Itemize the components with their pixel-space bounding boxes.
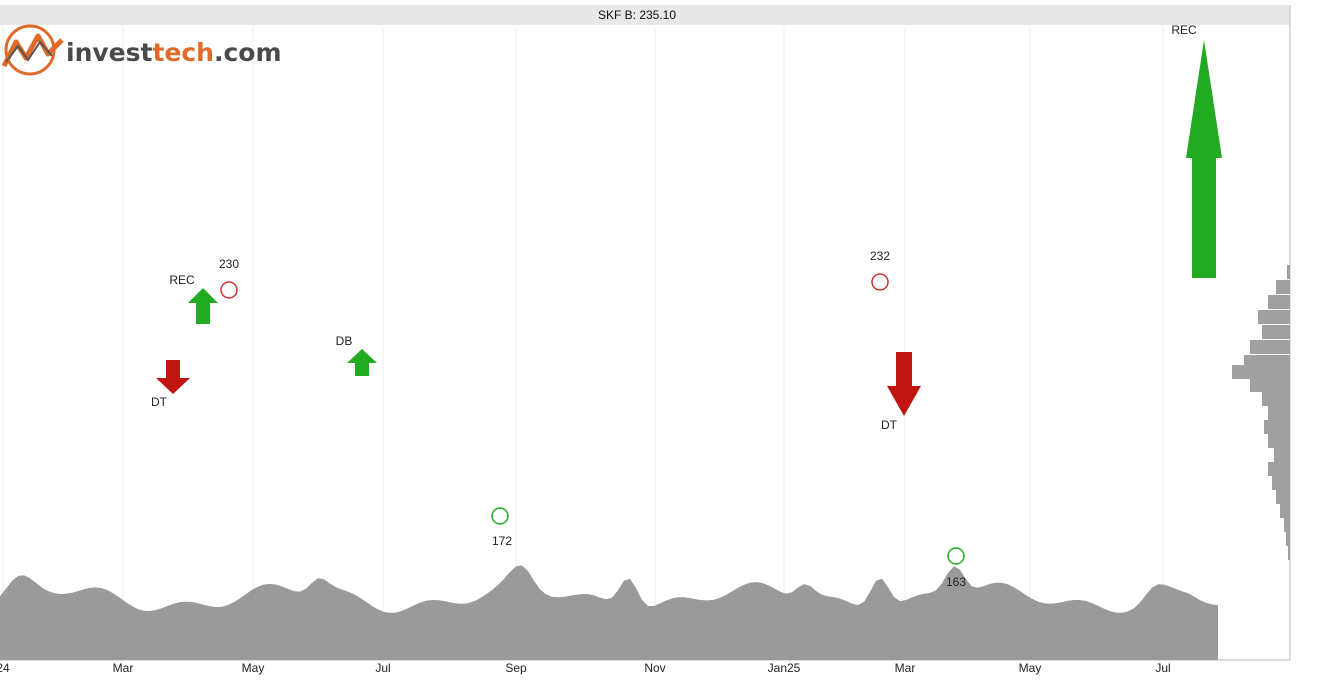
histo-bar <box>1268 434 1290 448</box>
histo-bar <box>1288 546 1290 560</box>
x-tick-label: Nov <box>644 661 665 675</box>
extreme-marker <box>947 547 965 565</box>
logo-part1: invest <box>66 38 152 67</box>
grid <box>2 27 1164 660</box>
annotation-label: DT <box>151 395 168 409</box>
histo-bar <box>1268 462 1290 476</box>
extreme-marker <box>491 507 509 525</box>
annotation-label: 232 <box>870 249 890 263</box>
invesstech-logo-icon <box>1 24 64 76</box>
x-tick-label: Mar <box>113 661 134 675</box>
title-bar <box>0 5 1290 25</box>
extreme-marker <box>871 273 889 291</box>
x-tick-label: Sep <box>505 661 527 675</box>
markers: 230 172 232 163 REC DT DB DT REC <box>151 23 1222 589</box>
arrow-down <box>156 360 190 394</box>
chart-title: SKF B: 235.10 <box>598 8 676 22</box>
histo-bar <box>1276 490 1290 504</box>
annotation-label: DT <box>881 418 898 432</box>
histo-bar <box>1250 378 1290 392</box>
histo-bar <box>1264 420 1290 434</box>
histo-bar <box>1274 448 1290 462</box>
volume-shape <box>0 565 1218 660</box>
x-tick-label: Jul <box>375 661 390 675</box>
histo-bar <box>1268 406 1290 420</box>
logo-part2: tech <box>152 38 214 67</box>
histo-bar <box>1268 295 1290 309</box>
svg-text:investtech.com: investtech.com <box>66 38 282 67</box>
x-tick-label: Mar <box>895 661 916 675</box>
annotation-label: DB <box>336 334 353 348</box>
logo-part3: .com <box>214 38 282 67</box>
x-tick-label: Jul <box>1155 661 1170 675</box>
histo-bar <box>1272 476 1290 490</box>
x-tick-label: Jan25 <box>768 661 801 675</box>
histo-bar <box>1250 340 1290 354</box>
histo-bar <box>1232 365 1290 379</box>
x-tick-label: 24 <box>0 661 10 675</box>
histo-bar <box>1258 310 1290 324</box>
annotation-label: REC <box>1171 23 1197 37</box>
histo-bar <box>1286 532 1290 546</box>
annotation-label: 172 <box>492 534 512 548</box>
histo-bar <box>1287 265 1290 279</box>
extreme-marker <box>220 281 238 299</box>
annotation-label: REC <box>169 273 195 287</box>
arrow-down <box>887 352 921 416</box>
x-tick-label: May <box>1019 661 1042 675</box>
arrow-up <box>1186 40 1222 278</box>
x-axis: 24 Mar May Jul Sep Nov Jan25 Mar May Jul <box>0 661 1171 675</box>
volume-area <box>0 565 1218 660</box>
annotation-label: 230 <box>219 257 239 271</box>
annotation-label: 163 <box>946 575 966 589</box>
histo-bar <box>1262 392 1290 406</box>
volume-by-price <box>1232 265 1290 560</box>
histo-bar <box>1276 280 1290 294</box>
histo-bar <box>1284 518 1290 532</box>
arrow-up <box>188 288 218 324</box>
x-tick-label: May <box>242 661 265 675</box>
histo-bar <box>1262 325 1290 339</box>
arrow-up <box>347 349 377 376</box>
logo: investtech.com <box>1 24 282 76</box>
histo-bar <box>1280 504 1290 518</box>
